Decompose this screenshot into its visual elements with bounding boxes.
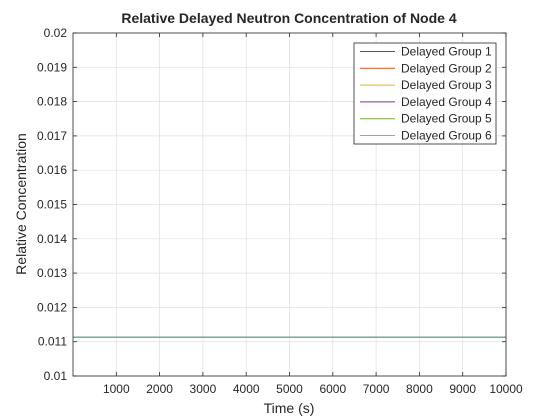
legend: Delayed Group 1 Delayed Group 2 Delayed Gr… (353, 42, 497, 145)
y-tick-labels: 0.01 0.011 0.012 0.013 0.014 0.015 0.016 0.017 0… (37, 26, 67, 383)
y-tick-label: 0.013 (37, 266, 67, 280)
x-tick-label: 3000 (190, 382, 217, 396)
grid-lines (73, 32, 507, 377)
x-tick-label: 2000 (146, 382, 173, 396)
y-tick-label: 0.01 (44, 369, 68, 383)
y-tick-label: 0.012 (37, 300, 67, 314)
x-tick-label: 6000 (319, 382, 346, 396)
chart-title: Relative Delayed Neutron Concentration o… (121, 10, 456, 26)
y-tick-label: 0.016 (37, 163, 67, 177)
y-tick-label: 0.018 (37, 95, 67, 109)
x-tick-label: 1000 (103, 382, 130, 396)
x-axis-label: Time (s) (264, 400, 315, 416)
y-tick-label: 0.017 (37, 129, 67, 143)
y-tick-label: 0.019 (37, 60, 67, 74)
y-tick-label: 0.015 (37, 198, 67, 212)
legend-box (353, 42, 497, 145)
y-tick-label: 0.011 (38, 335, 67, 349)
legend-entry-label: Delayed Group 1 (401, 45, 492, 59)
y-tick-label: 0.02 (44, 26, 68, 40)
x-tick-label: 4000 (233, 382, 260, 396)
x-tick-label: 7000 (363, 382, 390, 396)
legend-entry-label: Delayed Group 4 (401, 95, 492, 109)
legend-entry-label: Delayed Group 2 (401, 61, 492, 75)
legend-entry-label: Delayed Group 5 (401, 112, 492, 126)
x-tick-labels: 1000 2000 3000 4000 5000 6000 7000 8000 9000 1000… (103, 382, 523, 396)
x-tick-label: 5000 (276, 382, 303, 396)
axis-ticks (73, 32, 507, 377)
legend-entry-label: Delayed Group 6 (401, 129, 492, 143)
x-tick-label: 9000 (449, 382, 476, 396)
y-axis-label: Relative Concentration (13, 133, 29, 275)
y-tick-label: 0.014 (37, 232, 67, 246)
x-tick-label: 10000 (489, 382, 523, 396)
x-tick-label: 8000 (406, 382, 433, 396)
legend-entry-label: Delayed Group 3 (401, 78, 492, 92)
